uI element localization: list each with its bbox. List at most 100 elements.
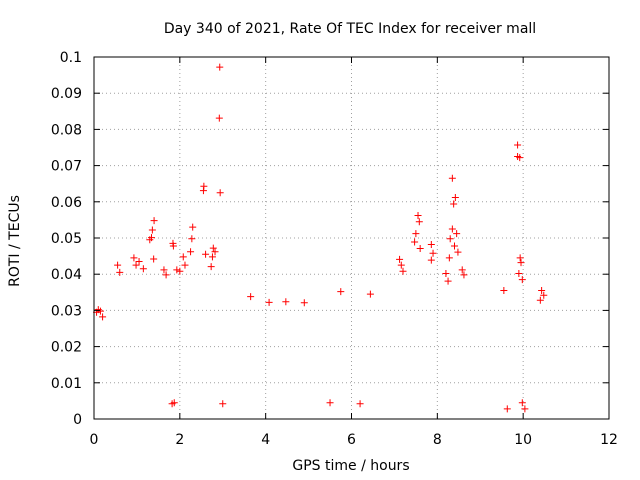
data-point (538, 286, 546, 294)
data-point (150, 255, 158, 263)
data-point (458, 266, 466, 274)
y-tick-label: 0.06 (51, 195, 82, 211)
data-point (130, 254, 138, 262)
data-point (500, 286, 508, 294)
data-point (215, 114, 223, 122)
data-point (414, 212, 422, 220)
data-point (396, 255, 404, 263)
data-point (148, 226, 156, 234)
data-point (399, 267, 407, 275)
data-point (219, 400, 227, 408)
y-tick-labels: 0 0.01 0.02 0.03 0.04 0.05 0.06 0.07 0.08 0.09 0.1 (51, 50, 82, 428)
data-point (448, 225, 456, 233)
y-tick-label: 0.01 (51, 376, 82, 392)
x-tick-label: 8 (433, 432, 442, 448)
data-point (176, 267, 184, 275)
data-point (445, 254, 453, 262)
data-point (356, 400, 364, 408)
data-point (162, 271, 170, 279)
data-point (521, 405, 529, 413)
x-tick-label: 10 (514, 432, 532, 448)
data-point (265, 298, 273, 306)
data-point (300, 299, 308, 307)
data-point (536, 296, 544, 304)
data-point (99, 313, 107, 321)
grid (94, 57, 609, 419)
data-point (518, 399, 526, 407)
data-point (179, 253, 187, 261)
data-point (202, 250, 210, 258)
data-point (427, 256, 435, 264)
data-point (116, 268, 124, 276)
y-tick-label: 0.05 (51, 231, 82, 247)
data-point (453, 230, 461, 238)
data-point (516, 254, 524, 262)
x-tick-label: 2 (175, 432, 184, 448)
data-point (96, 307, 104, 315)
data-point (451, 193, 459, 201)
data-point (199, 187, 207, 195)
data-point (187, 248, 195, 256)
data-point (173, 266, 181, 274)
data-point (209, 244, 217, 252)
data-point (516, 154, 524, 162)
x-tick-label: 6 (347, 432, 356, 448)
data-point (282, 298, 290, 306)
y-tick-label: 0.07 (51, 159, 82, 175)
data-point (169, 242, 177, 250)
data-point (429, 249, 437, 257)
data-point (216, 189, 224, 197)
data-point (326, 399, 334, 407)
chart-title: Day 340 of 2021, Rate Of TEC Index for r… (164, 21, 536, 37)
data-point (540, 291, 548, 299)
x-tick-label: 4 (261, 432, 270, 448)
y-tick-label: 0.04 (51, 267, 82, 283)
data-point (135, 258, 143, 266)
data-point (503, 405, 511, 413)
x-tick-label: 12 (600, 432, 618, 448)
data-point (444, 277, 452, 285)
data-point (415, 218, 423, 226)
data-point (139, 265, 147, 273)
data-point (208, 253, 216, 261)
data-point (517, 259, 525, 267)
data-point (412, 230, 420, 238)
data-point (189, 223, 197, 231)
data-point (132, 261, 140, 269)
data-point (515, 269, 523, 277)
data-point (446, 235, 454, 243)
data-point (442, 269, 450, 277)
data-point (450, 200, 458, 208)
y-axis-label: ROTI / TECUs (7, 195, 23, 287)
y-tick-label: 0.08 (51, 122, 82, 138)
y-tick-label: 0.1 (60, 50, 82, 66)
data-point (451, 242, 458, 250)
data-point (366, 290, 374, 298)
data-point (150, 217, 158, 225)
data-point (427, 241, 435, 249)
data-point (337, 288, 345, 296)
x-axis-label: GPS time / hours (292, 458, 409, 474)
data-point (518, 276, 526, 284)
x-tick-label: 0 (90, 432, 99, 448)
data-point (160, 266, 168, 274)
data-point (416, 244, 424, 252)
data-point (514, 141, 522, 149)
data-point (411, 238, 419, 246)
x-tick-labels: 0 2 4 6 8 10 12 (90, 432, 618, 448)
data-points (93, 63, 548, 413)
data-point (454, 248, 462, 256)
data-point (216, 63, 224, 71)
data-point (146, 236, 154, 244)
y-tick-label: 0.03 (51, 303, 82, 319)
data-point (211, 248, 219, 256)
data-point (188, 235, 196, 243)
y-tick-label: 0.09 (51, 86, 82, 102)
data-point (168, 400, 176, 408)
y-tick-label: 0.02 (51, 340, 82, 356)
data-point (247, 293, 255, 301)
data-point (448, 174, 456, 182)
y-tick-label: 0 (73, 412, 82, 428)
data-point (207, 263, 215, 271)
